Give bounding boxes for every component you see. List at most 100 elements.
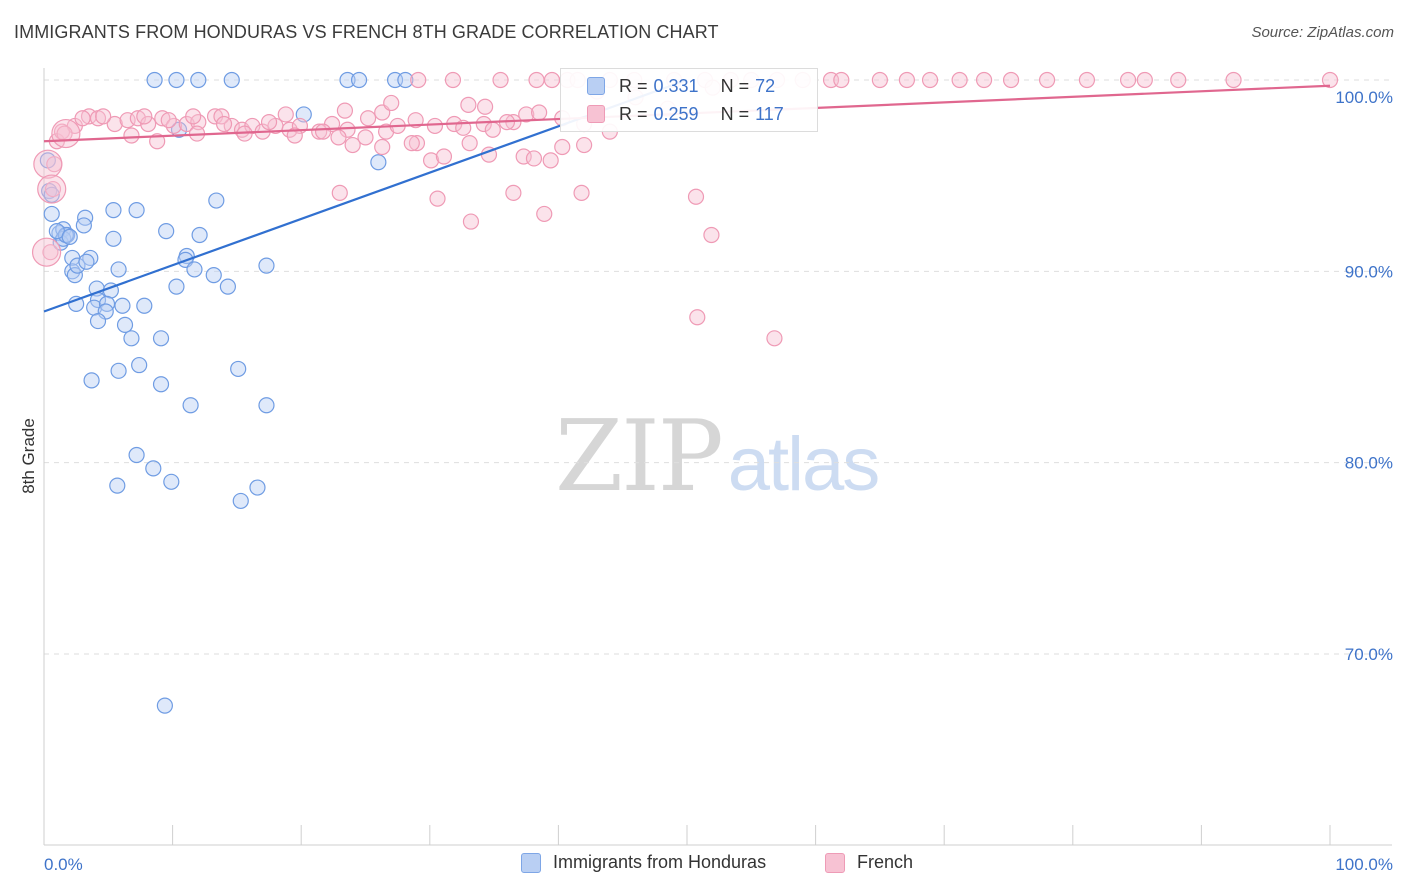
french-point (492, 71, 509, 89)
french-point (129, 110, 146, 127)
honduras-point (168, 278, 185, 295)
french-point (429, 190, 446, 207)
french-point (1225, 71, 1242, 89)
honduras-point (89, 312, 107, 330)
french-point (422, 152, 440, 169)
honduras-point (223, 71, 240, 89)
french-point (277, 106, 294, 123)
french-point (525, 150, 543, 167)
french-point (374, 138, 391, 156)
french-point (554, 138, 571, 156)
grid-lines (44, 79, 1392, 655)
series-honduras (39, 71, 414, 714)
bottom-legend-swatch-pink (825, 852, 845, 873)
legend-n-label: N = (720, 75, 750, 96)
french-point (286, 127, 303, 144)
honduras-point (191, 226, 208, 244)
french-point (426, 117, 444, 135)
legend-n-value: 117 (755, 103, 784, 124)
legend-r-label: R = (619, 75, 648, 96)
french-point (462, 213, 480, 230)
legend-r-value: 0.259 (653, 103, 699, 124)
french-point (515, 148, 532, 165)
honduras-point (205, 267, 222, 284)
french-point (106, 115, 123, 133)
french-point (951, 71, 968, 89)
french-point (531, 104, 548, 121)
french-point (484, 121, 501, 138)
french-point (344, 136, 361, 154)
legend-row-french: R = 0.259 N = 117 (587, 102, 790, 126)
honduras-point (105, 230, 122, 247)
french-point (898, 71, 916, 89)
honduras-point (110, 261, 127, 278)
bottom-legend: Immigrants from Honduras French (0, 852, 1406, 878)
legend-n-value: 72 (755, 75, 776, 96)
y-tick-label: 70.0% (1345, 645, 1393, 664)
french-point (528, 71, 545, 89)
french-point (44, 180, 62, 198)
french-point (185, 108, 202, 125)
honduras-point (61, 228, 78, 245)
honduras-point (152, 330, 170, 347)
honduras-point (186, 261, 203, 278)
french-point (542, 152, 559, 169)
bottom-legend-honduras[interactable]: Immigrants from Honduras (521, 852, 766, 873)
french-point (31, 237, 62, 267)
french-point (460, 96, 477, 113)
honduras-point (75, 217, 92, 234)
honduras-point (146, 71, 163, 89)
french-point (123, 127, 140, 144)
french-point (518, 106, 535, 123)
french-point (383, 94, 400, 112)
french-point (1136, 71, 1153, 89)
honduras-point (230, 360, 247, 378)
french-point (1078, 71, 1096, 89)
french-point (1038, 71, 1056, 89)
bottom-legend-french[interactable]: French (825, 852, 913, 873)
french-point (359, 110, 377, 127)
honduras-point (116, 316, 134, 334)
honduras-point (232, 492, 249, 510)
french-point (51, 118, 81, 149)
french-point (331, 184, 348, 201)
y-tick-label: 100.0% (1335, 88, 1393, 107)
french-point (95, 108, 112, 125)
honduras-point (249, 479, 266, 496)
honduras-point (163, 473, 180, 490)
french-point (119, 112, 136, 129)
french-point (573, 184, 590, 201)
legend-n-label: N = (720, 103, 750, 124)
french-point (435, 148, 453, 165)
honduras-point (131, 356, 148, 374)
legend-swatch-blue (587, 77, 605, 95)
bottom-legend-swatch-blue (521, 852, 541, 873)
chart-source: Source: ZipAtlas.com (1251, 24, 1394, 41)
french-point (505, 184, 522, 201)
french-point (1170, 71, 1187, 89)
french-point (37, 174, 67, 204)
honduras-point (110, 362, 127, 379)
french-point (1119, 71, 1137, 89)
honduras-point (114, 297, 131, 314)
french-point (444, 71, 462, 89)
honduras-point (69, 257, 86, 274)
honduras-point (136, 297, 153, 314)
honduras-point (78, 253, 95, 270)
french-point (576, 136, 593, 154)
honduras-point (168, 71, 185, 89)
honduras-point (128, 202, 145, 219)
french-point (476, 98, 494, 115)
honduras-point (339, 71, 356, 89)
stats-legend: R = 0.331 N = 72 R = 0.259 N = 117 (560, 68, 818, 132)
honduras-point (152, 376, 170, 393)
french-point (703, 226, 720, 244)
honduras-point (158, 223, 175, 240)
french-point (314, 123, 332, 140)
french-point (154, 110, 171, 127)
french-point (53, 123, 71, 140)
french-point (408, 135, 426, 152)
french-point (403, 135, 420, 152)
french-point (311, 123, 328, 140)
